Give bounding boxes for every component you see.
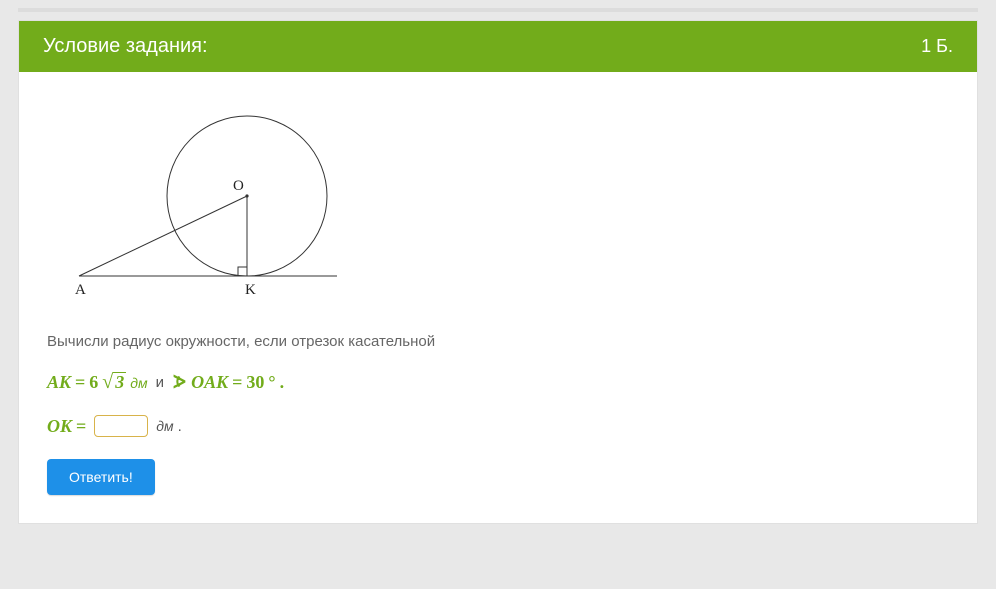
angle-value: 30 [246, 372, 264, 393]
task-title: Условие задания: [43, 35, 208, 58]
answer-period: . [178, 418, 182, 435]
answer-line: OK = дм . [47, 415, 949, 437]
segment-ok: OK [47, 416, 72, 437]
sqrt-icon: √ 3 [102, 372, 126, 393]
task-header: Условие задания: 1 Б. [19, 21, 977, 72]
angle-oak: OAK [191, 372, 228, 393]
task-score: 1 Б. [921, 36, 953, 57]
svg-text:O: O [233, 178, 244, 194]
equals-1: = [75, 372, 85, 393]
unit-2: дм [156, 418, 173, 434]
connector: и [156, 374, 164, 391]
svg-text:A: A [75, 282, 86, 298]
task-card: Условие задания: 1 Б. OAK Вычисли радиус… [18, 20, 978, 524]
problem-prompt: Вычисли радиус окружности, если отрезок … [47, 333, 949, 350]
submit-button[interactable]: Ответить! [47, 459, 155, 495]
coeff: 6 [89, 372, 98, 393]
angle-icon: ∢ [172, 372, 187, 393]
segment-ak: AK [47, 372, 71, 393]
svg-text:K: K [245, 282, 256, 298]
equals-3: = [76, 416, 86, 437]
unit-1: дм [130, 375, 147, 391]
given-period: . [280, 372, 285, 393]
answer-input[interactable] [94, 415, 148, 437]
geometry-diagram: O A K [47, 96, 949, 309]
degree-sign: ° [268, 372, 275, 393]
equals-2: = [232, 372, 242, 393]
given-line: AK = 6 √ 3 дм и ∢ OAK = 30 ° . [47, 372, 949, 393]
top-divider [18, 8, 978, 12]
task-content: OAK Вычисли радиус окружности, если отре… [19, 72, 977, 523]
radicand: 3 [113, 372, 126, 393]
